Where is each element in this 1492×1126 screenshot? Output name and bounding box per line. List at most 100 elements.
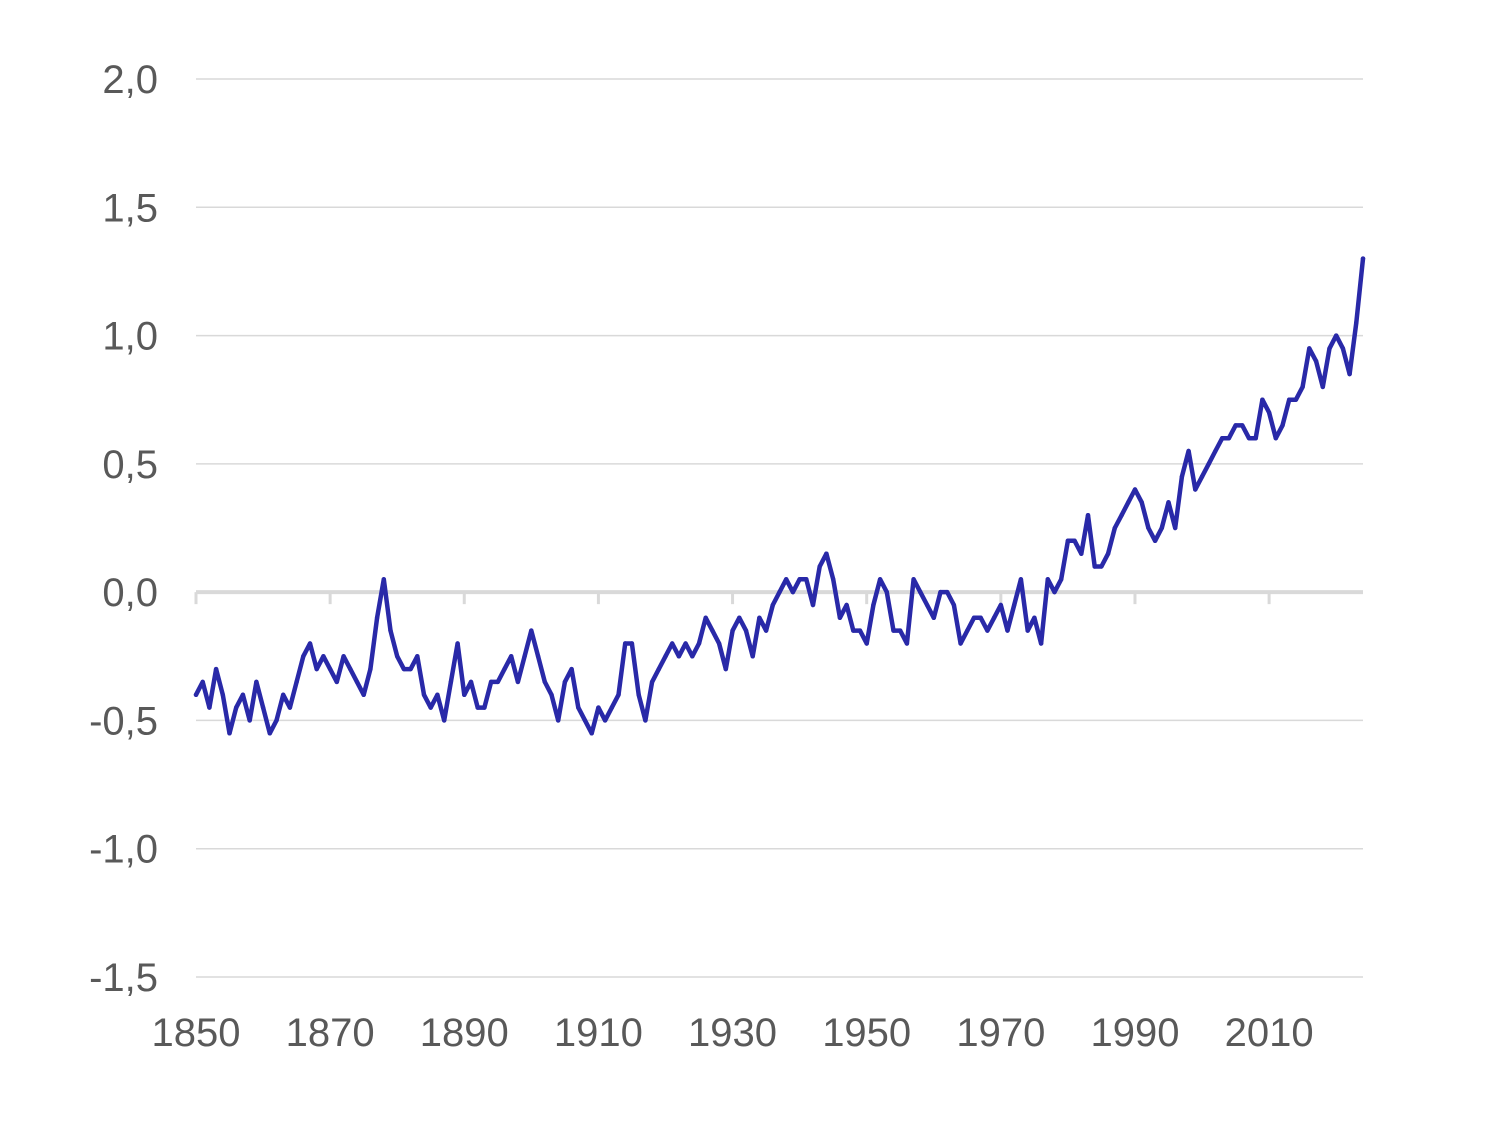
data-point — [1099, 564, 1104, 569]
data-point — [354, 679, 360, 685]
data-point — [589, 731, 594, 736]
data-point — [1240, 423, 1245, 428]
data-point — [656, 666, 661, 672]
data-point — [770, 602, 775, 608]
data-point — [1186, 448, 1191, 454]
data-point — [965, 628, 970, 633]
data-point — [602, 718, 608, 723]
data-point — [462, 692, 467, 697]
data-point — [1166, 500, 1171, 505]
data-point — [616, 692, 621, 697]
y-tick-label: 0,0 — [102, 571, 158, 615]
data-point — [911, 577, 916, 582]
data-point — [904, 641, 910, 646]
data-point — [670, 641, 675, 646]
data-point — [690, 654, 695, 659]
data-point — [381, 577, 386, 582]
data-point — [1179, 474, 1185, 479]
data-point — [455, 641, 460, 646]
data-point — [817, 564, 822, 569]
data-point — [1334, 333, 1339, 338]
data-point — [294, 679, 299, 685]
data-point — [1220, 436, 1225, 441]
data-point — [737, 615, 742, 620]
data-point — [1018, 577, 1024, 582]
y-tick-label: -1,5 — [89, 956, 158, 1000]
data-point — [1354, 320, 1359, 325]
data-point — [1159, 525, 1165, 531]
data-point — [1173, 525, 1178, 531]
y-tick-label: -0,5 — [89, 699, 158, 743]
data-point — [629, 641, 635, 646]
data-point — [1340, 346, 1346, 351]
data-point — [831, 577, 836, 582]
data-point — [1012, 602, 1017, 608]
data-point — [1052, 589, 1057, 595]
data-point — [1300, 384, 1305, 390]
data-point — [475, 705, 480, 710]
x-tick-label: 1850 — [152, 1011, 241, 1055]
data-point — [395, 654, 400, 659]
series-layer — [193, 256, 1366, 736]
data-point — [877, 577, 883, 582]
series-line — [193, 256, 1366, 736]
data-point — [1085, 513, 1091, 518]
data-point — [488, 679, 494, 685]
data-point — [696, 641, 702, 646]
x-tick-label: 1970 — [956, 1011, 1045, 1055]
data-point — [207, 705, 212, 710]
data-point — [864, 641, 869, 646]
data-point — [837, 615, 843, 620]
data-point — [1038, 641, 1044, 646]
data-point — [683, 641, 688, 646]
data-point — [1065, 538, 1071, 543]
data-point — [509, 654, 514, 659]
x-tick-label: 2010 — [1225, 1011, 1314, 1055]
data-point — [985, 628, 990, 633]
data-point — [1213, 448, 1218, 454]
data-point — [1139, 500, 1144, 505]
data-point — [636, 692, 641, 697]
data-point — [1246, 436, 1252, 441]
x-tick-label: 1890 — [420, 1011, 509, 1055]
data-point — [1193, 487, 1198, 492]
data-point — [1146, 525, 1151, 531]
data-point — [240, 692, 246, 697]
y-tick-label: 1,0 — [102, 315, 158, 359]
data-point — [274, 718, 279, 723]
data-point — [623, 641, 628, 646]
data-point — [851, 628, 856, 633]
x-axis-tick-labels: 1850 1870 1890 1910 1930 1950 1970 1990 2010 — [152, 1011, 1314, 1055]
x-tick-label: 1950 — [822, 1011, 911, 1055]
data-point — [281, 692, 286, 697]
data-point — [582, 718, 588, 723]
data-point — [1347, 371, 1352, 377]
data-point — [542, 679, 547, 685]
data-point — [945, 589, 950, 595]
data-point — [1025, 628, 1030, 633]
data-point — [757, 615, 762, 620]
data-point — [361, 692, 366, 697]
data-point — [918, 589, 923, 595]
data-point — [388, 628, 393, 633]
data-point — [374, 615, 380, 620]
data-point — [341, 654, 346, 659]
data-point — [1092, 564, 1097, 569]
data-point — [978, 615, 983, 620]
data-point — [931, 615, 936, 620]
data-point — [810, 602, 816, 608]
data-point — [562, 679, 568, 685]
data-point — [1132, 487, 1138, 492]
data-point — [958, 641, 963, 646]
data-point — [777, 589, 782, 595]
data-point — [898, 628, 903, 633]
data-point — [1126, 500, 1131, 505]
data-point — [844, 602, 849, 608]
data-point — [1293, 397, 1299, 402]
data-point — [569, 666, 574, 672]
data-point — [428, 705, 433, 710]
data-point — [784, 577, 789, 582]
data-point — [743, 628, 749, 633]
y-tick-label: -1,0 — [89, 828, 158, 872]
